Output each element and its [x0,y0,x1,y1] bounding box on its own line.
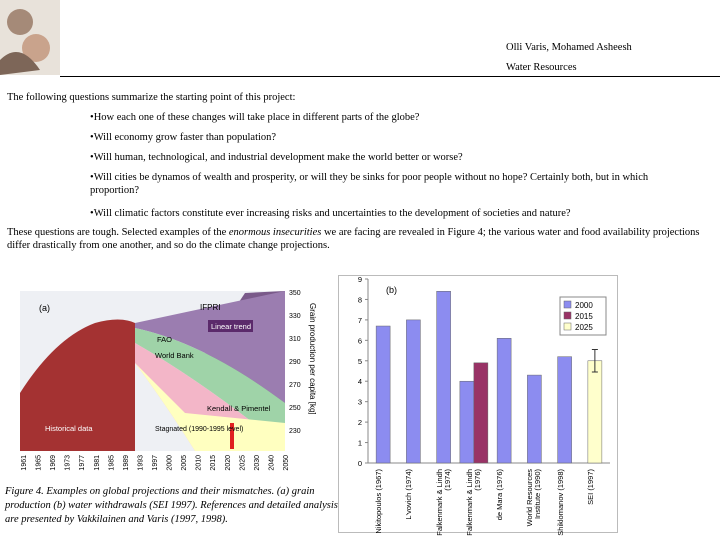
label: Kendall & Pimentel [207,404,271,413]
chart: (b) 0 1 2 3 4 5 6 7 8 9 2000 2015 2025 [338,275,618,533]
legend-swatch [563,300,572,309]
emphasis: enormous insecurities [228,227,322,238]
photo [0,0,60,75]
x-tick-label: 2050 [283,455,290,471]
authors: Olli Varis, Mohamed Asheesh [506,42,632,53]
bar [473,362,489,464]
y-tick-label: 2 [358,418,362,427]
bar [459,380,475,464]
paragraph: These questions are tough. Selected exam… [7,226,707,252]
legend-swatch [563,311,572,320]
label: Stagnated (1990-1995 level) [155,426,243,433]
label: IFPRI [200,303,220,312]
y-tick-label: 350 [289,290,301,297]
figure-b: (b) 0 1 2 3 4 5 6 7 8 9 2000 2015 2025 Nikitopoulos … [338,275,618,536]
bullet: Will human, technological, and industria… [90,151,463,164]
x-tick-label: Falkenmark & Lindh (1974) [434,469,452,536]
bar [557,356,572,464]
x-tick-label: 1977 [79,455,86,471]
x-tick-label: 2025 [239,455,246,471]
x-tick-label: 1969 [50,455,57,471]
rule [60,76,720,77]
x-tick-label: 2000 [167,455,174,471]
x-tick-label: 2010 [196,455,203,471]
x-tick-label: SEI (1997) [585,469,595,505]
legend-label: 2000 [575,301,593,310]
x-tick-label: World Resources Institute (1990) [525,469,543,527]
x-tick-label: 2020 [225,455,232,471]
bar [406,319,421,464]
y-tick-label: 1 [358,439,362,448]
legend-swatch [563,322,572,331]
y-tick-label: 4 [358,377,362,386]
y-tick-label: 5 [358,357,362,366]
y-tick-label: 0 [358,459,362,468]
bullet: Will climatic factors constitute ever in… [90,207,571,220]
y-tick-label: 7 [358,316,362,325]
label: Historical data [45,424,93,433]
bullet: How each one of these changes will take … [90,111,420,124]
panel-label: (a) [39,303,50,313]
y-tick-label: 230 [289,428,301,435]
x-tick-label: Nikitopoulos (1967) [374,469,384,534]
y-tick-label: 270 [289,382,301,389]
y-tick-label: 310 [289,336,301,343]
y-tick-label: 3 [358,398,362,407]
x-tick-label: Shiklomanov (1998) [555,469,565,536]
x-tick-label: 1965 [36,455,43,471]
intro: The following questions summarize the st… [7,92,296,103]
label: Linear trend [211,322,251,331]
bar [496,338,512,464]
x-tick-label: de Mara (1976) [495,469,505,521]
x-tick-label: Falkenmark & Lindh (1976) [464,469,482,536]
y-tick-label: 250 [289,405,301,412]
y-tick-label: 6 [358,336,362,345]
label: World Bank [155,351,194,360]
y-tick-label: 9 [358,275,362,284]
y-tick-label: 290 [289,359,301,366]
x-tick-label: 1997 [152,455,159,471]
legend-label: 2025 [575,323,593,332]
x-tick-label: 2005 [181,455,188,471]
y-tick-label: 8 [358,295,362,304]
x-tick-label: 2015 [210,455,217,471]
bar [587,360,603,464]
x-tick-label: L'vovich (1974) [404,469,414,520]
bullet: Will economy grow faster than population… [90,131,276,144]
error-bar [591,349,598,373]
label: FAO [157,335,172,344]
x-tick-label: 1985 [108,455,115,471]
bar [375,325,391,464]
y-tick-label: 330 [289,313,301,320]
x-tick-label: 1961 [21,455,28,471]
bullet: Will cities be dynamos of wealth and pro… [90,171,682,197]
bar [436,291,451,464]
legend-label: 2015 [575,312,593,321]
text: we are facing are revealed in Figure 4; … [7,227,700,251]
bar [527,374,542,464]
caption: Figure 4. Examples on global projections… [5,486,338,525]
x-tick-label: 1981 [94,455,101,471]
figure-a: (a) IFPRI Linear trend FAO World Bank Ke… [20,290,317,471]
text: These questions are tough. Selected exam… [7,227,227,238]
panel-label: (b) [386,285,397,295]
x-tick-label: 1973 [65,455,72,471]
x-tick-label: 1993 [137,455,144,471]
x-tick-label: 2040 [268,455,275,471]
axis-title: Grain production per capita [kg] [308,303,317,415]
unit: Water Resources [506,62,577,73]
x-tick-label: 2030 [254,455,261,471]
x-tick-label: 1989 [123,455,130,471]
